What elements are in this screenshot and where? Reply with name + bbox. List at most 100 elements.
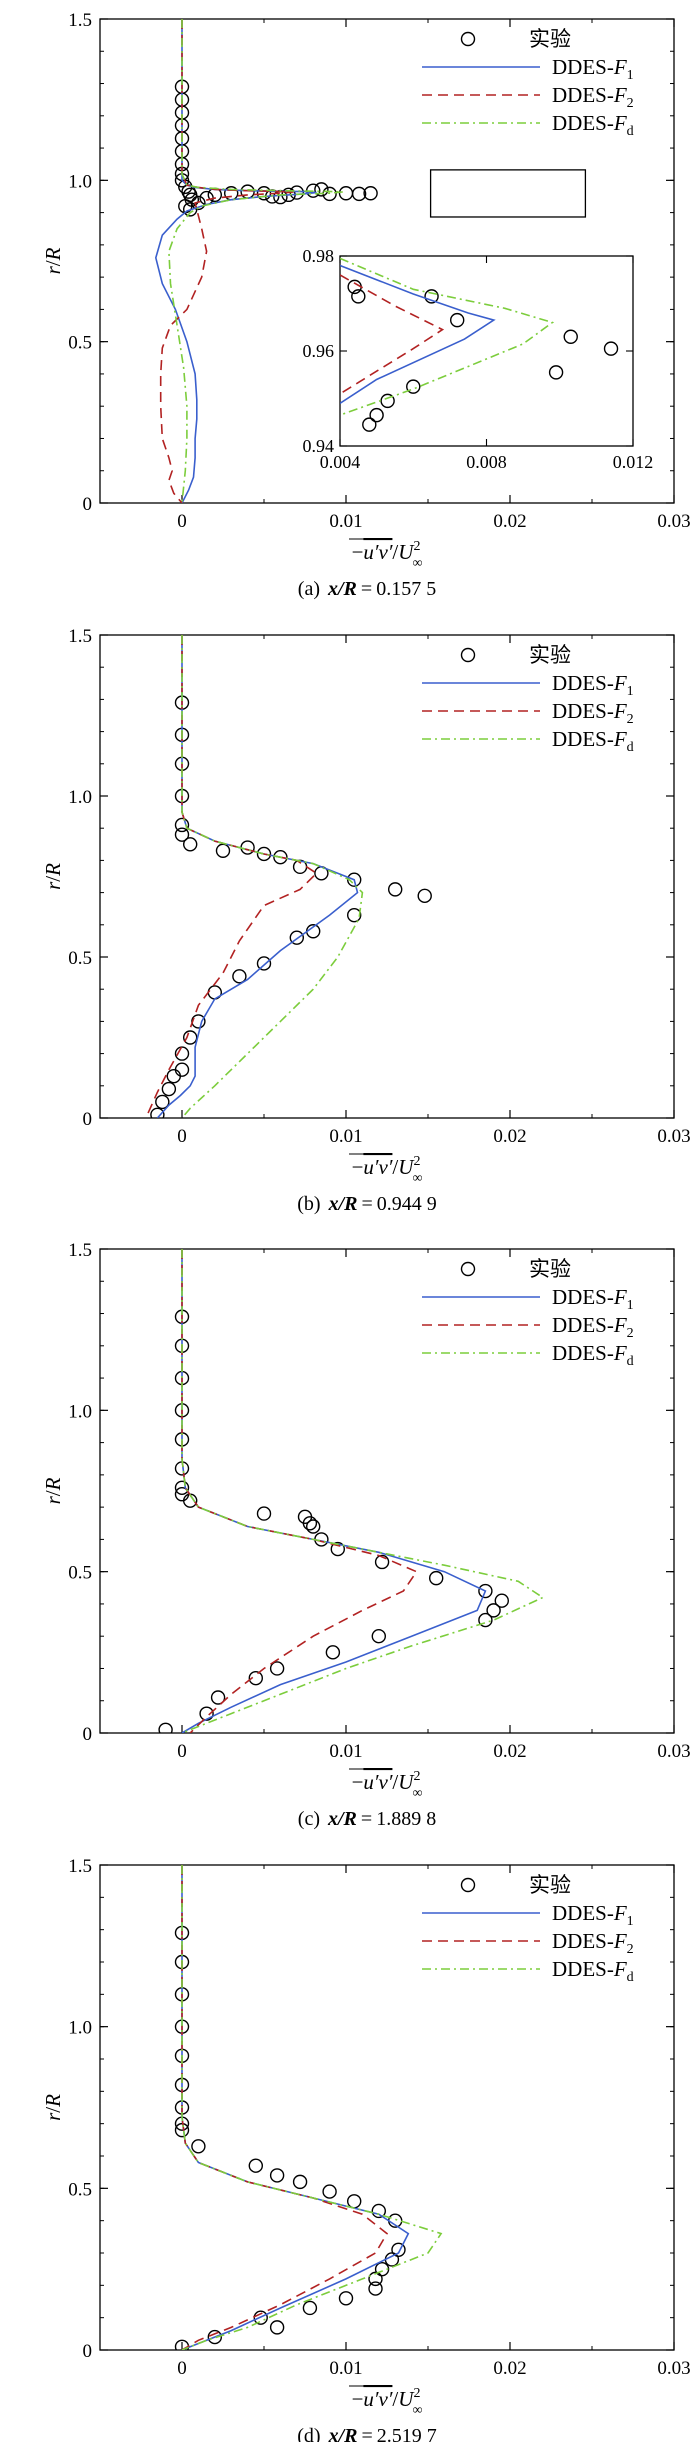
- caption-value: 1.889 8: [376, 1808, 436, 1830]
- x-label-sub: ∞: [412, 556, 422, 571]
- experiment-marker: [191, 2139, 206, 2154]
- caption-eq: =: [361, 2425, 372, 2442]
- y-label-R: R: [41, 247, 65, 261]
- x-label-sup: 2: [413, 1154, 420, 1169]
- legend-label-f2: DDES-F2: [552, 1313, 634, 1341]
- experiment-marker: [269, 2320, 285, 2335]
- y-label-slash: /: [41, 876, 65, 882]
- series-line-dashdot: [181, 635, 364, 1118]
- legend-marker: [460, 647, 476, 663]
- experiment-marker: [191, 1014, 206, 1029]
- experiment-marker: [174, 1480, 190, 1495]
- series-line-solid: [181, 1865, 410, 2350]
- legend-var: F: [613, 1901, 627, 1925]
- zoom-region-box: [429, 169, 587, 218]
- caption-value: 2.519 7: [377, 2425, 437, 2442]
- legend-base: DDES-: [552, 1929, 614, 1953]
- inset-x-tick-label: 0.012: [613, 452, 654, 472]
- experiment-marker: [155, 1094, 170, 1110]
- y-tick-label: 0.5: [68, 2179, 92, 2200]
- panel-caption: (c) x/R = 1.889 8: [298, 1808, 436, 1830]
- experiment-marker: [330, 1541, 345, 1557]
- experiment-marker: [174, 827, 190, 842]
- experiment-marker: [478, 1583, 493, 1599]
- y-axis-label: r/R: [41, 863, 65, 890]
- series-line-dashed: [181, 1249, 418, 1733]
- experiment-marker: [374, 2261, 390, 2277]
- experiment-marker: [494, 1593, 509, 1608]
- legend-label-fd: DDES-Fd: [552, 1341, 634, 1369]
- x-tick-label: 0.01: [329, 1741, 362, 1762]
- series-line-dashdot: [181, 1249, 545, 1733]
- experiment-marker: [158, 1722, 173, 1733]
- caption-var: x/R: [328, 1193, 358, 1215]
- inset-series-line-dashed: [340, 274, 445, 395]
- x-tick-label: 0.02: [493, 1741, 526, 1762]
- x-label-sup: 2: [413, 2386, 420, 2401]
- experiment-marker: [191, 195, 206, 211]
- experiment-marker: [210, 1690, 226, 1705]
- inset-series-line-solid: [340, 264, 496, 404]
- legend-label-f1: DDES-F1: [552, 671, 634, 699]
- x-label-U: U: [398, 540, 415, 564]
- legend-var: F: [613, 83, 627, 107]
- experiment-marker: [256, 956, 272, 971]
- series-line-dashed: [145, 635, 318, 1118]
- experiment-marker: [289, 930, 304, 945]
- experiment-marker: [347, 907, 362, 923]
- inset-experiment-marker: [406, 379, 421, 394]
- x-label-minus: −: [352, 2387, 364, 2411]
- experiment-marker: [232, 969, 247, 984]
- inset: 0.004 0.008 0.012 0.94 0.96 0.98: [303, 246, 654, 472]
- x-label-uv: u′v′: [363, 1770, 392, 1794]
- legend-base: DDES-: [552, 1901, 614, 1925]
- inset-y-tick-label: 0.96: [303, 341, 335, 361]
- panel-caption: (d) x/R = 2.519 7: [297, 2425, 437, 2442]
- x-axis-label: −u′v′/U2 ∞: [352, 1154, 423, 1186]
- y-tick-label: 0: [83, 1109, 93, 1130]
- y-label-r: r: [41, 265, 65, 274]
- plot-area: [145, 635, 432, 1118]
- legend-marker: [460, 1261, 476, 1277]
- experiment-marker: [273, 189, 288, 205]
- legend-base: DDES-: [552, 1957, 614, 1981]
- y-tick-label: 1.5: [68, 1856, 92, 1877]
- legend-var: F: [613, 1957, 627, 1981]
- legend-label-f1: DDES-F1: [552, 55, 634, 83]
- experiment-marker: [215, 843, 231, 858]
- x-tick-label: 0.01: [329, 2358, 362, 2379]
- series-line-solid: [181, 1249, 487, 1733]
- y-tick-label: 0: [83, 494, 93, 515]
- y-tick-label: 1.5: [68, 1240, 92, 1261]
- experiment-marker: [182, 837, 198, 852]
- series-line-dashdot: [181, 1865, 443, 2350]
- caption-value: 0.157 5: [376, 578, 436, 600]
- x-label-uv: u′v′: [363, 2387, 392, 2411]
- y-label-R: R: [41, 1477, 65, 1491]
- experiment-marker: [248, 2158, 264, 2173]
- legend-var: F: [613, 727, 627, 751]
- x-tick-label: 0.03: [657, 1126, 690, 1147]
- y-label-slash: /: [41, 2107, 65, 2113]
- inset-experiment-marker: [563, 329, 578, 344]
- y-label-r: r: [41, 2112, 65, 2121]
- y-axis-label: r/R: [41, 1477, 65, 1504]
- experiment-marker: [161, 1081, 177, 1097]
- x-label-minus: −: [352, 1155, 364, 1179]
- x-tick-label: 0.03: [657, 511, 690, 532]
- legend-base: DDES-: [552, 1285, 614, 1309]
- legend-label-f2: DDES-F2: [552, 83, 634, 111]
- experiment-marker: [302, 1516, 318, 1531]
- legend-label-fd: DDES-Fd: [552, 1957, 634, 1985]
- plot-frame: [99, 634, 675, 1119]
- x-tick-label: 0: [177, 2358, 187, 2379]
- legend-label-f2: DDES-F2: [552, 1929, 634, 1957]
- y-tick-label: 0.5: [68, 1563, 92, 1584]
- x-label-uv: u′v′: [363, 540, 392, 564]
- experiment-marker: [302, 2300, 318, 2316]
